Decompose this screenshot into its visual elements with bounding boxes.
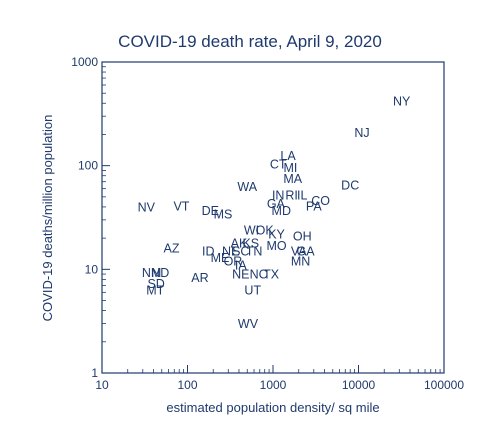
x-axis-title: estimated population density/ sq mile — [166, 400, 379, 415]
data-point-ky: KY — [268, 227, 285, 241]
x-tick-label: 10 — [95, 378, 109, 392]
data-point-ga: GA — [267, 197, 286, 211]
chart-title: COVID-19 death rate, April 9, 2020 — [118, 32, 382, 51]
data-point-tn: TN — [246, 245, 263, 259]
data-point-de: DE — [202, 204, 219, 218]
data-point-mo: MO — [266, 239, 286, 253]
x-tick-label: 100 — [177, 378, 197, 392]
y-tick-label: 10 — [85, 262, 99, 276]
data-point-oh: OH — [293, 229, 312, 243]
y-tick-label: 1000 — [71, 55, 98, 69]
y-axis: 1 10 100 1000 — [71, 55, 110, 380]
data-point-ia: IA — [235, 259, 247, 273]
data-point-in: IN — [272, 189, 285, 203]
y-axis-title: COVID-19 deaths/million population — [40, 115, 55, 322]
data-point-ne: NE — [222, 245, 239, 259]
data-point-la: LA — [280, 149, 296, 163]
data-point-sd: SD — [147, 277, 164, 291]
x-tick-label: 1000 — [260, 378, 287, 392]
data-point-ut: UT — [244, 284, 261, 298]
data-point-wa: WA — [237, 180, 257, 194]
data-point-va: VA — [291, 245, 307, 259]
data-point-mi: MI — [284, 161, 298, 175]
data-point-ct: CT — [270, 157, 287, 171]
data-point-wv: WV — [238, 317, 259, 331]
data-point-ks: KS — [242, 236, 259, 250]
x-tick-label: 10000 — [342, 378, 376, 392]
data-point-ri: RI — [285, 189, 298, 203]
data-point-nv: NV — [138, 200, 156, 214]
data-point-ny: NY — [393, 95, 411, 109]
data-point-nc: NC — [250, 268, 268, 282]
data-point-me: ME — [211, 251, 230, 265]
data-point-ar: AR — [191, 271, 208, 285]
y-tick-label: 1 — [91, 366, 98, 380]
data-point-or: OR — [224, 255, 243, 269]
data-point-nj: NJ — [354, 126, 369, 140]
data-point-sc: SC — [232, 245, 249, 259]
data-point-ak: AK — [231, 236, 248, 250]
data-point-id: ID — [202, 245, 215, 259]
x-axis: 10 100 1000 10000 100000 — [95, 365, 464, 392]
data-point-nd: ND — [151, 266, 169, 280]
x-tick-label: 100000 — [424, 378, 464, 392]
data-point-tx: TX — [263, 268, 280, 282]
data-point-az: AZ — [164, 242, 180, 256]
data-point-co: CO — [311, 194, 330, 208]
data-point-ms: MS — [214, 208, 233, 222]
data-point-vt: VT — [173, 199, 189, 213]
data-point-pa: PA — [306, 199, 322, 213]
data-point-ok: OK — [256, 223, 275, 237]
data-point-mt: MT — [146, 284, 164, 298]
data-point-md: MD — [272, 204, 291, 218]
data-point-dc: DC — [341, 179, 359, 193]
data-point-nm: NM — [142, 266, 161, 280]
data-point-ga: GA — [296, 245, 315, 259]
data-point-mn: MN — [291, 255, 310, 269]
data-point-wi: WI — [244, 223, 259, 237]
data-point-ma: MA — [283, 172, 302, 186]
data-point-ne: NE — [232, 268, 249, 282]
y-tick-label: 100 — [78, 159, 98, 173]
data-point-il: IL — [297, 189, 307, 203]
